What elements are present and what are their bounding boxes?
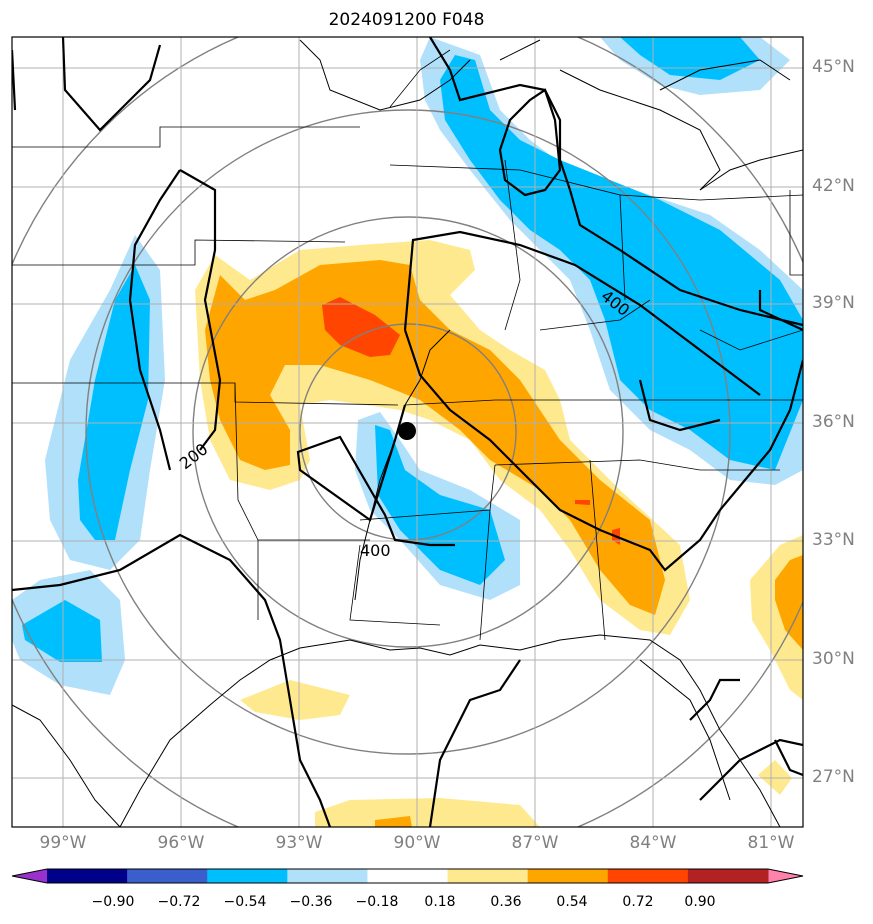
colorbar-swatch	[207, 869, 288, 883]
colorbar-swatch	[127, 869, 208, 883]
coastlines	[12, 39, 803, 827]
station-marker	[398, 422, 416, 440]
colorbar-tick: −0.18	[355, 894, 399, 910]
graticule	[12, 37, 803, 827]
lat-label-30: 30°N	[812, 649, 855, 669]
colorbar-swatch	[367, 869, 449, 883]
colorbar-swatch	[607, 869, 689, 883]
lat-label-42: 42°N	[812, 176, 855, 196]
colorbar-tick: 0.18	[424, 894, 456, 910]
lon-label-90: 90°W	[393, 833, 441, 853]
lon-label-96: 96°W	[157, 833, 205, 853]
colorbar	[11, 868, 804, 884]
map-area: 200 400 400	[12, 37, 803, 827]
colorbar-low-extension	[12, 869, 47, 883]
colorbar-swatch	[287, 869, 368, 883]
colorbar-high-extension	[768, 869, 803, 883]
map-title: 2024091200 F048	[328, 10, 485, 30]
contour-label-400-south: 400	[360, 541, 391, 560]
negative-shading	[12, 37, 803, 695]
colorbar-swatch	[447, 869, 529, 883]
colorbar-tick: 0.54	[556, 894, 588, 910]
colorbar-tick: −0.90	[91, 894, 135, 910]
positive-shading	[195, 240, 803, 827]
state-borders	[12, 49, 803, 641]
lat-label-33: 33°N	[812, 530, 855, 550]
colorbar-outline	[11, 868, 804, 884]
lat-label-36: 36°N	[812, 412, 855, 432]
lon-label-93: 93°W	[275, 833, 323, 853]
colorbar-swatch	[47, 869, 128, 883]
lon-label-81: 81°W	[747, 833, 795, 853]
colorbar-tick: −0.36	[289, 894, 333, 910]
lon-label-99: 99°W	[39, 833, 87, 853]
colorbar-tick: −0.54	[223, 894, 267, 910]
lat-label-27: 27°N	[812, 767, 855, 787]
range-rings	[12, 37, 803, 827]
colorbar-tick: −0.72	[157, 894, 201, 910]
colorbar-tick: 0.72	[622, 894, 654, 910]
lat-label-39: 39°N	[812, 293, 855, 313]
lon-label-84: 84°W	[629, 833, 677, 853]
colorbar-swatch	[527, 869, 609, 883]
height-contours	[12, 37, 803, 827]
lat-label-45: 45°N	[812, 57, 855, 77]
map-frame	[11, 36, 804, 828]
lon-label-87: 87°W	[511, 833, 559, 853]
colorbar-swatch	[687, 869, 769, 883]
colorbar-tick: 0.90	[684, 894, 716, 910]
colorbar-tick: 0.36	[490, 894, 522, 910]
